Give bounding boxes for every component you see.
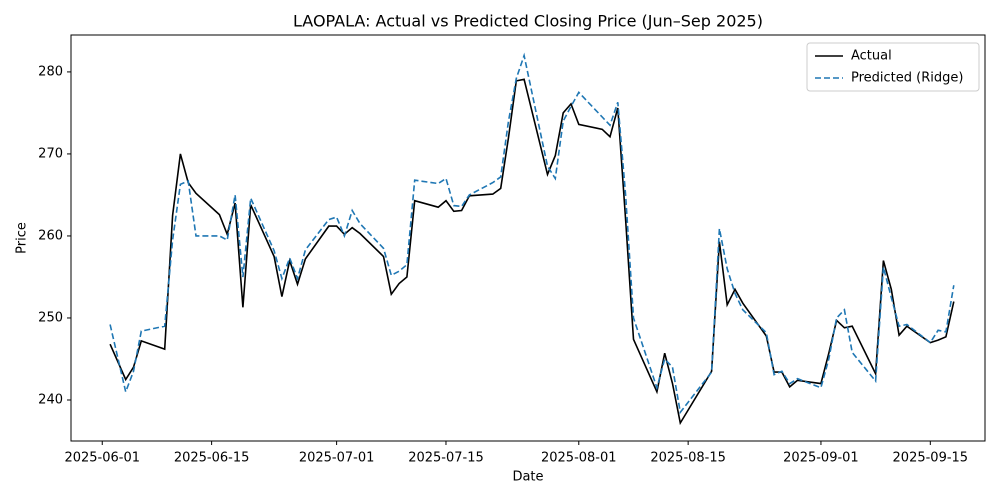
x-axis-label: Date (512, 470, 543, 485)
y-tick-label: 280 (38, 64, 63, 79)
x-tick-label: 2025-06-15 (174, 451, 250, 466)
y-tick-label: 250 (38, 310, 63, 325)
x-tick-label: 2025-09-15 (893, 451, 969, 466)
x-tick-label: 2025-07-01 (299, 451, 375, 466)
legend-label: Predicted (Ridge) (851, 71, 963, 86)
legend-label: Actual (851, 49, 892, 64)
x-tick-label: 2025-09-01 (783, 451, 859, 466)
y-tick-label: 260 (38, 228, 63, 243)
y-tick-label: 270 (38, 146, 63, 161)
legend-box (806, 42, 980, 92)
y-axis-label: Price (15, 222, 30, 254)
chart-title: LAOPALA: Actual vs Predicted Closing Pri… (293, 12, 763, 31)
series-line (109, 52, 955, 415)
y-tick-label: 240 (38, 392, 63, 407)
plot-frame (70, 34, 986, 442)
x-tick-label: 2025-07-15 (408, 451, 484, 466)
x-tick-label: 2025-08-15 (650, 451, 726, 466)
series-line (109, 78, 955, 426)
x-tick-label: 2025-06-01 (64, 451, 140, 466)
x-tick-label: 2025-08-01 (541, 451, 617, 466)
